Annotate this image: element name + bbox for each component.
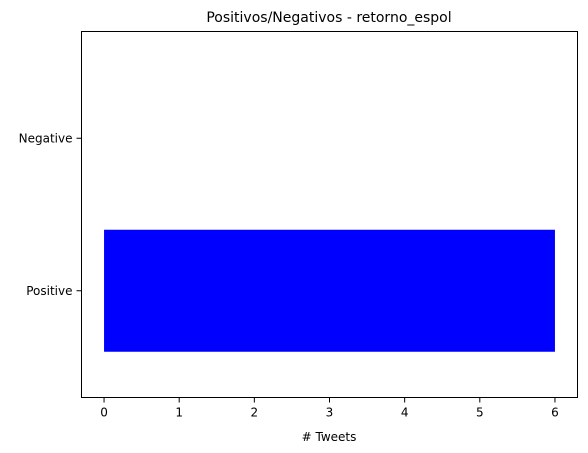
- x-axis-label: # Tweets: [302, 430, 357, 444]
- bar-positive: [104, 229, 555, 352]
- y-tick-label-positive: Positive: [26, 284, 72, 298]
- y-tick-label-negative: Negative: [19, 131, 73, 145]
- x-tick-label: 4: [401, 406, 409, 420]
- x-tick-label: 1: [175, 406, 183, 420]
- x-tick-label: 5: [476, 406, 484, 420]
- chart-title: Positivos/Negativos - retorno_espol: [206, 10, 451, 26]
- plot-area: [104, 229, 555, 352]
- x-tick-label: 2: [251, 406, 259, 420]
- x-axis-ticks: 0 1 2 3 4 5 6: [100, 397, 559, 420]
- x-tick-label: 6: [551, 406, 559, 420]
- x-tick-label: 3: [326, 406, 334, 420]
- x-tick-label: 0: [100, 406, 108, 420]
- y-axis-ticks: Positive Negative: [19, 131, 82, 298]
